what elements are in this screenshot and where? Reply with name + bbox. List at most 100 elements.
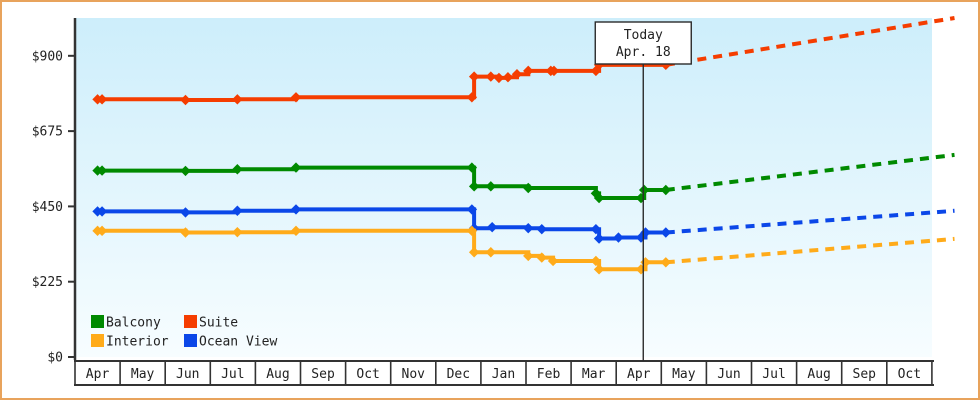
data-point-marker[interactable]: [290, 204, 302, 215]
data-point-marker[interactable]: [613, 232, 624, 243]
data-point-marker[interactable]: [96, 165, 108, 176]
x-axis-month-cell[interactable]: Jun: [164, 361, 210, 385]
x-axis-month-label: May: [672, 367, 696, 382]
forecast-line: [665, 16, 955, 67]
data-point-marker[interactable]: [290, 92, 302, 103]
legend-label: Balcony: [106, 316, 161, 331]
data-point-marker[interactable]: [523, 222, 534, 234]
data-point-marker[interactable]: [180, 227, 191, 238]
x-axis-month-cell[interactable]: Feb: [525, 361, 571, 385]
x-axis-month-label: Jul: [221, 367, 244, 382]
data-point-marker[interactable]: [96, 225, 108, 237]
x-axis-month-cell[interactable]: Sep: [840, 361, 887, 385]
data-point-marker[interactable]: [466, 162, 478, 173]
legend-item-interior[interactable]: Interior: [91, 334, 169, 350]
data-point-marker[interactable]: [180, 207, 191, 218]
data-point-marker[interactable]: [485, 181, 497, 192]
data-point-marker[interactable]: [468, 181, 480, 192]
data-point-marker[interactable]: [523, 65, 534, 77]
x-axis-month-cell[interactable]: Apr: [74, 361, 120, 385]
series-interior[interactable]: [92, 225, 955, 275]
data-point-marker[interactable]: [536, 252, 547, 263]
legend-swatch: [184, 315, 197, 328]
x-axis-month-cell[interactable]: Nov: [389, 361, 436, 385]
series-balcony[interactable]: [92, 152, 955, 204]
y-axis: $0 $225 $450 $675 $900: [32, 18, 77, 366]
today-label-box[interactable]: [594, 21, 692, 65]
data-point-marker[interactable]: [511, 69, 523, 80]
x-axis[interactable]: Apr May Jun Jul Aug Sep Oct Nov Dec Jan Feb Mar Apr M…: [74, 360, 934, 386]
data-point-marker[interactable]: [180, 94, 191, 106]
x-axis-month-cell[interactable]: May: [119, 361, 165, 385]
data-point-marker[interactable]: [468, 71, 480, 82]
data-point-marker[interactable]: [468, 247, 480, 258]
data-point-marker[interactable]: [660, 257, 672, 268]
y-axis-tick-label: $0: [47, 351, 63, 366]
series-layer[interactable]: [92, 16, 955, 275]
forecast-line: [665, 208, 955, 235]
x-axis-month-cell[interactable]: Aug: [254, 361, 300, 385]
data-point-marker[interactable]: [593, 192, 605, 204]
data-point-marker[interactable]: [638, 184, 650, 196]
data-point-marker[interactable]: [232, 164, 243, 175]
today-label-line1: Today: [624, 28, 663, 43]
data-point-marker[interactable]: [466, 92, 478, 103]
data-point-marker[interactable]: [96, 94, 108, 105]
data-point-marker[interactable]: [593, 233, 605, 244]
data-point-marker[interactable]: [290, 225, 302, 237]
data-point-marker[interactable]: [590, 223, 602, 235]
x-axis-month-cell[interactable]: May: [660, 361, 706, 385]
data-point-marker[interactable]: [290, 162, 302, 173]
x-axis-month-cell[interactable]: Mar: [570, 361, 616, 385]
data-point-marker[interactable]: [493, 72, 505, 84]
data-point-marker[interactable]: [232, 94, 243, 105]
data-point-marker[interactable]: [485, 247, 497, 258]
x-axis-month-cell[interactable]: Dec: [434, 361, 481, 385]
series-suite[interactable]: [92, 16, 955, 106]
data-point-marker[interactable]: [593, 264, 605, 275]
data-point-marker[interactable]: [502, 72, 514, 83]
x-axis-month-cell[interactable]: Oct: [885, 361, 932, 385]
x-axis-month-cell[interactable]: Jul: [750, 361, 797, 385]
data-point-marker[interactable]: [660, 227, 672, 238]
data-point-marker[interactable]: [96, 206, 108, 217]
x-axis-month-cell[interactable]: Sep: [299, 361, 346, 385]
x-axis-month-label: Nov: [402, 367, 426, 382]
data-point-marker[interactable]: [486, 221, 498, 233]
x-axis-month-cell[interactable]: Oct: [344, 361, 391, 385]
data-point-marker[interactable]: [466, 225, 478, 237]
x-axis-month-cell[interactable]: Aug: [795, 361, 842, 385]
x-axis-month-cell[interactable]: Apr: [615, 361, 661, 385]
y-axis-tick-label: $900: [32, 49, 63, 64]
legend-item-ocean-view[interactable]: Ocean View: [184, 334, 277, 350]
y-axis-tick-label: $450: [32, 200, 63, 215]
x-axis-month-cell[interactable]: Jun: [705, 361, 751, 385]
x-axis-month-label: Jul: [762, 367, 785, 382]
data-point-marker[interactable]: [232, 205, 243, 216]
data-point-marker[interactable]: [590, 255, 602, 267]
data-point-marker[interactable]: [485, 71, 497, 82]
legend-swatch: [91, 334, 104, 347]
data-point-marker[interactable]: [660, 59, 672, 71]
data-point-marker[interactable]: [523, 250, 534, 262]
data-point-marker[interactable]: [536, 223, 547, 235]
legend-item-suite[interactable]: Suite: [184, 315, 238, 331]
data-point-marker[interactable]: [232, 226, 243, 238]
legend-item-balcony[interactable]: Balcony: [91, 315, 161, 331]
x-axis-month-label: Oct: [898, 367, 921, 382]
data-point-marker[interactable]: [548, 65, 560, 77]
data-point-marker[interactable]: [180, 165, 191, 177]
data-point-marker[interactable]: [466, 204, 478, 215]
chart-legend[interactable]: Balcony Suite Interior Ocean View: [91, 315, 277, 350]
legend-label: Suite: [199, 316, 238, 331]
forecast-line: [665, 152, 955, 192]
y-axis-tick-label: $225: [32, 275, 63, 290]
x-axis-month-cell[interactable]: Jul: [209, 361, 255, 385]
data-point-marker[interactable]: [523, 182, 534, 194]
today-annotation[interactable]: Today Apr. 18: [594, 21, 692, 361]
x-axis-month-cell[interactable]: Jan: [480, 361, 526, 385]
data-point-marker[interactable]: [547, 255, 559, 267]
data-point-marker[interactable]: [660, 184, 672, 196]
